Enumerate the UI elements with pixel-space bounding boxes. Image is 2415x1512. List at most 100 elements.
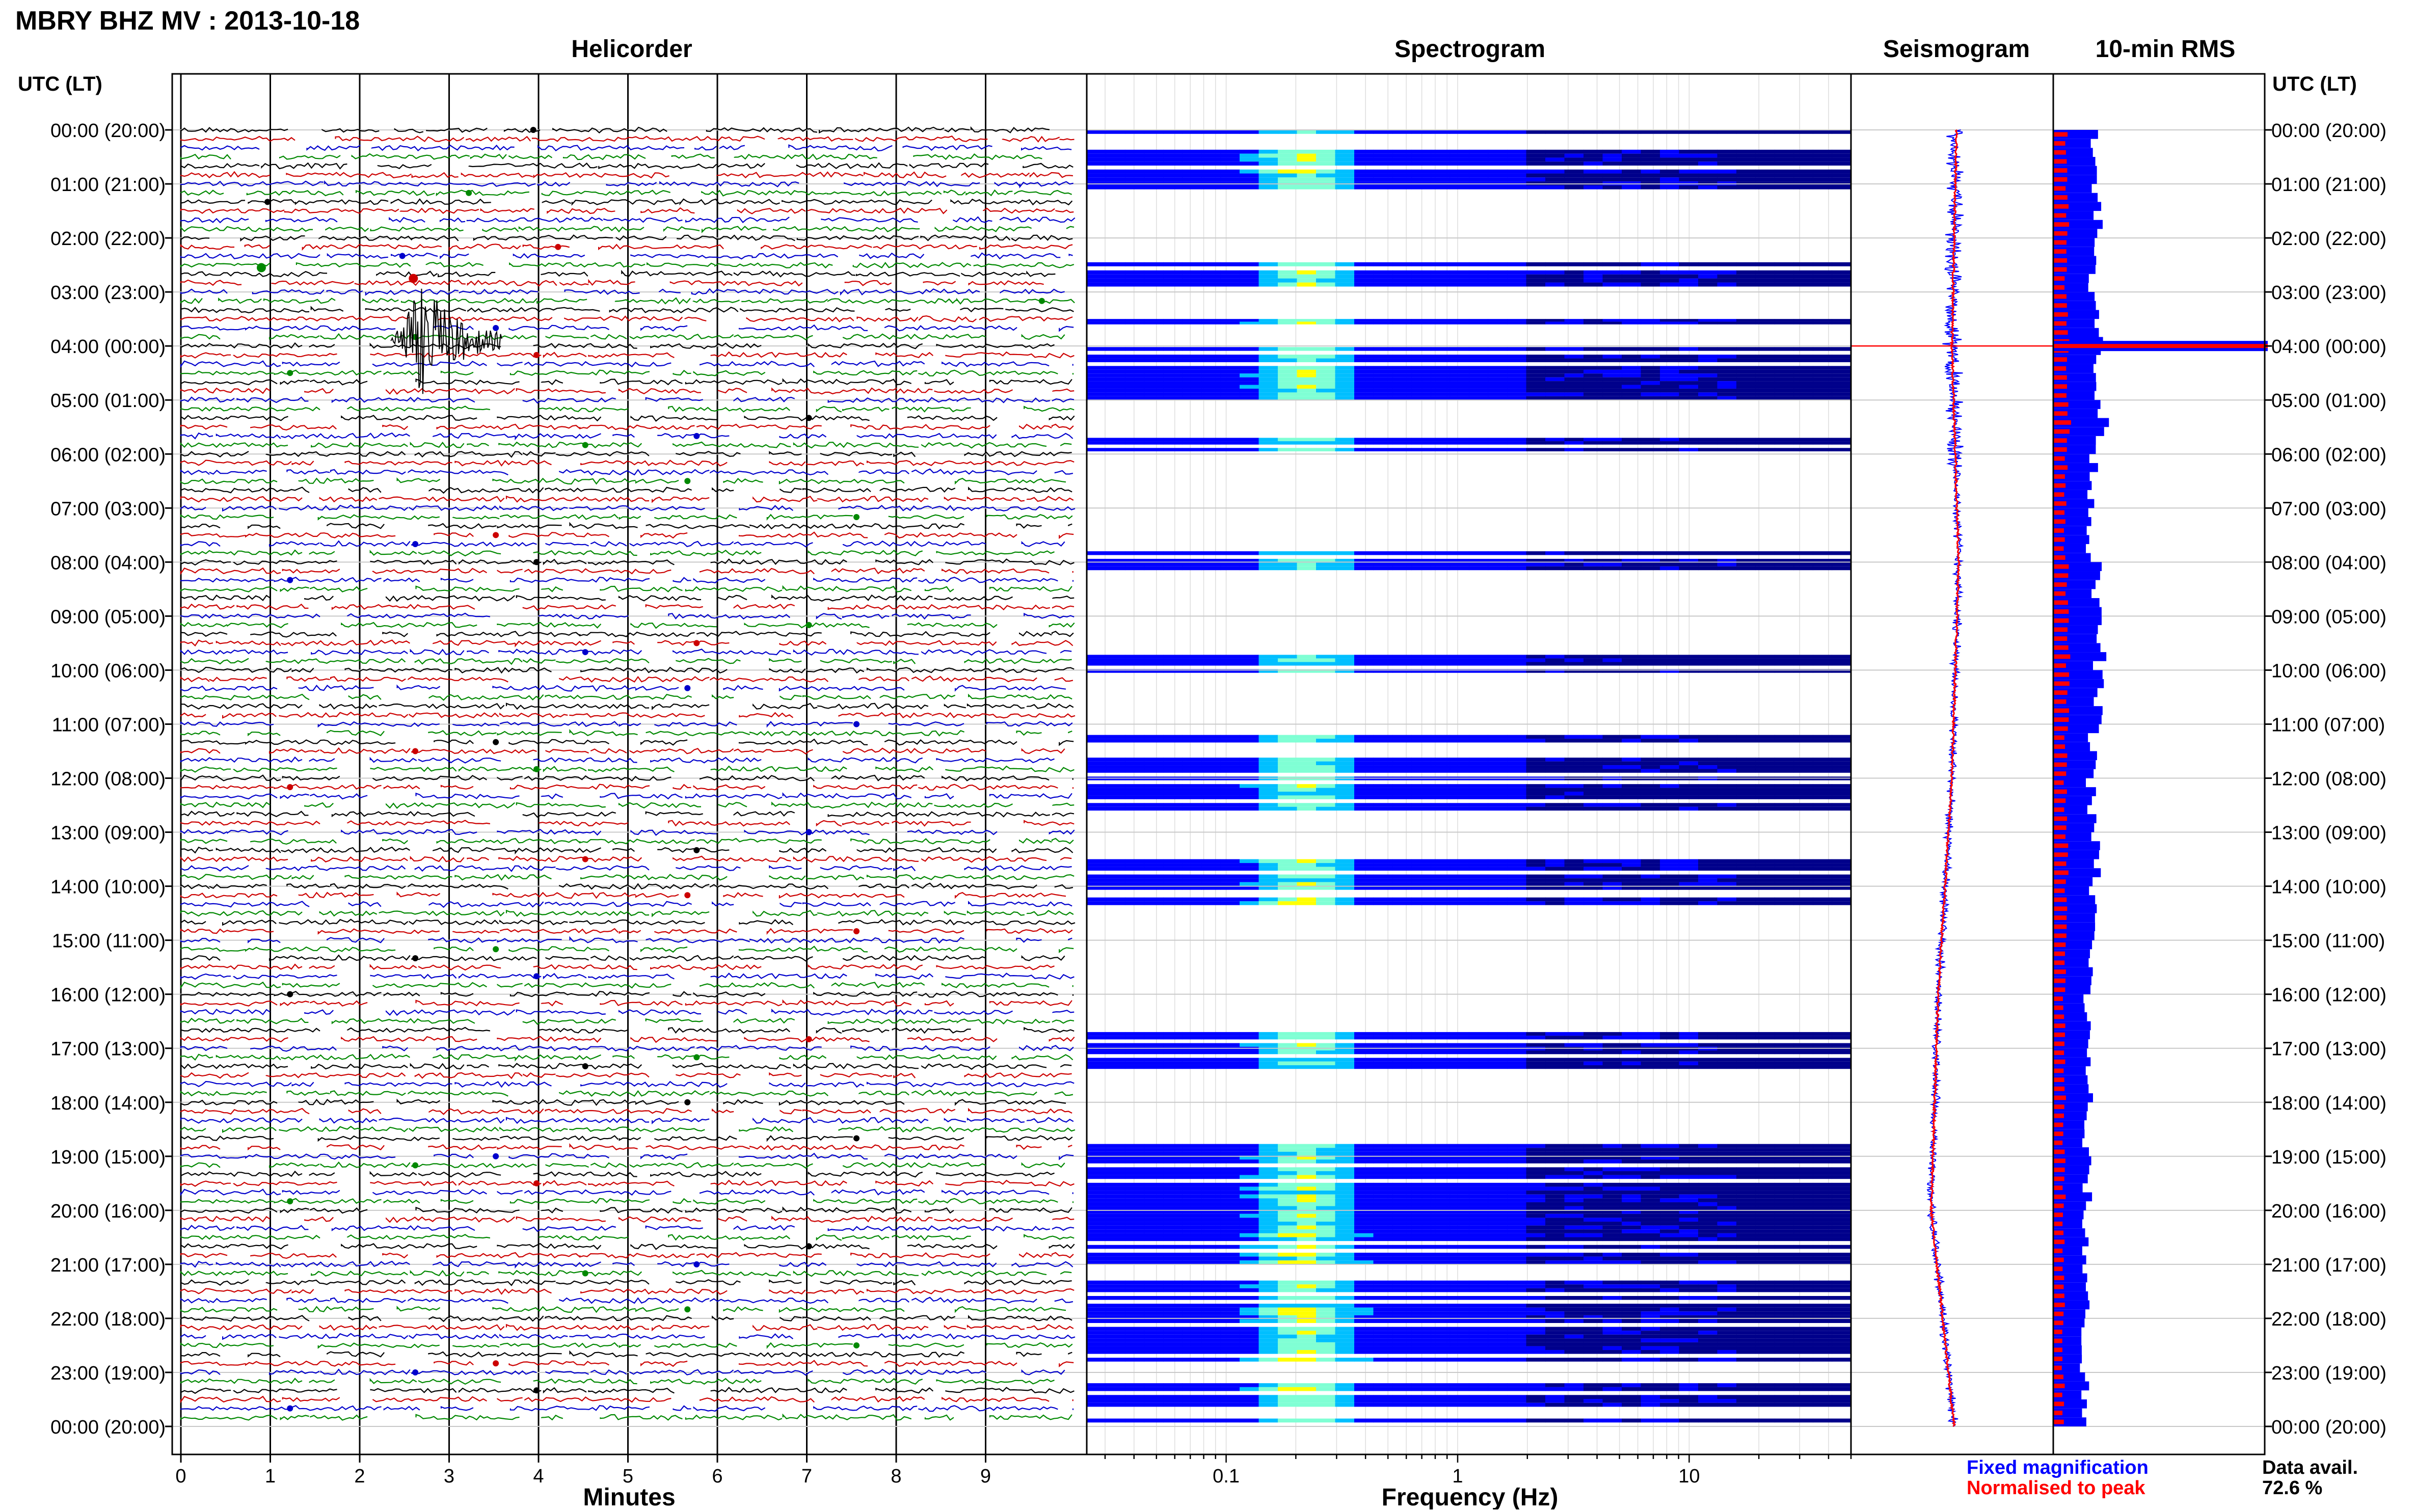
spectrogram-cell [1412, 154, 1431, 158]
spectrogram-cell [1125, 1222, 1144, 1226]
spectrogram-cell [1354, 1383, 1374, 1387]
spectrogram-cell [1431, 1206, 1450, 1210]
spectrogram-cell [1660, 1218, 1679, 1222]
spectrogram-cell [1641, 735, 1660, 739]
spectrogram-cell [1297, 901, 1317, 905]
spectrogram-cell [1450, 392, 1469, 396]
spectrogram-cell [1354, 319, 1374, 321]
spectrogram-cell [1756, 174, 1775, 178]
spectrogram-cell [1125, 1327, 1144, 1331]
spectrogram-cell [1201, 1308, 1221, 1312]
spectrogram-cell [1718, 355, 1737, 358]
spectrogram-cell [1259, 562, 1278, 566]
spectrogram-cell [1736, 1253, 1756, 1257]
spectrogram-cell [1736, 1191, 1756, 1195]
spectrogram-cell [1775, 283, 1794, 287]
spectrogram-cell [1488, 859, 1508, 863]
spectrogram-cell [1660, 1387, 1679, 1391]
spectrogram-cell [1679, 370, 1699, 373]
spectrogram-cell [1775, 662, 1794, 666]
spectrogram-cell [1584, 1144, 1603, 1148]
spectrogram-cell [1240, 758, 1259, 761]
spectrogram-cell [1412, 1065, 1431, 1069]
spectrogram-cell [1660, 562, 1679, 566]
spectrogram-cell [1163, 1159, 1183, 1164]
spectrogram-cell [1736, 562, 1756, 566]
spectrogram-cell [1736, 1350, 1756, 1354]
spectrogram-cell [1718, 1058, 1737, 1062]
spectrogram-cell [1660, 441, 1679, 445]
spectrogram-cell [1718, 157, 1737, 161]
spectrogram-cell [1603, 867, 1622, 871]
spectrogram-cell [1392, 1338, 1412, 1342]
spectrogram-cell [1775, 1175, 1794, 1179]
spectrogram-cell [1698, 788, 1718, 792]
spectrogram-cell [1603, 1058, 1622, 1062]
spectrogram-cell [1584, 1195, 1603, 1199]
spectrogram-cell [1259, 882, 1278, 886]
spectrogram-cell [1756, 1319, 1775, 1323]
spectrogram-cell [1736, 321, 1756, 324]
spectrogram-cell [1412, 396, 1431, 400]
spectrogram-cell [1545, 1308, 1565, 1312]
spectrogram-cell [1374, 381, 1393, 385]
spectrogram-cell [1565, 161, 1584, 166]
spectrogram-cell [1603, 157, 1622, 161]
helicorder-blip [412, 541, 418, 547]
spectrogram-cell [1622, 662, 1641, 666]
spectrogram-cell [1125, 765, 1144, 769]
spectrogram-cell [1201, 1257, 1221, 1261]
spectrogram-cell [1736, 655, 1756, 658]
spectrogram-cell [1163, 1331, 1183, 1335]
spectrogram-cell [1660, 1245, 1679, 1249]
spectrogram-cell [1813, 385, 1832, 389]
spectrogram-cell [1431, 878, 1450, 882]
spectrogram-cell [1736, 1304, 1756, 1308]
spectrogram-cell [1679, 355, 1699, 358]
spectrogram-cell [1221, 1183, 1240, 1187]
spectrogram-cell [1374, 1036, 1393, 1039]
spectrogram-cell [1221, 803, 1240, 806]
spectrogram-cell [1374, 562, 1393, 566]
helicorder-trace [181, 866, 1072, 871]
spectrogram-cell [1603, 1186, 1622, 1191]
spectrogram-cell [1183, 1335, 1202, 1339]
spectrogram-cell [1316, 1383, 1335, 1387]
spectrogram-cell [1354, 1288, 1374, 1292]
spectrogram-cell [1679, 373, 1699, 377]
spectrogram-cell [1794, 1304, 1813, 1308]
spectrogram-cell [1545, 377, 1565, 381]
spectrogram-cell [1125, 803, 1144, 806]
spectrogram-cell [1087, 1226, 1106, 1230]
spectrogram-cell [1125, 792, 1144, 795]
spectrogram-cell [1106, 438, 1125, 441]
spectrogram-cell [1507, 1260, 1526, 1264]
spectrogram-cell [1584, 1387, 1603, 1391]
spectrogram-cell [1278, 788, 1297, 792]
helicorder-trace [181, 361, 1073, 367]
spectrogram-cell [1526, 1202, 1546, 1206]
spectrogram-cell [1450, 758, 1469, 761]
spectrogram-cell [1718, 1395, 1737, 1399]
spectrogram-cell [1335, 1043, 1355, 1047]
spectrogram-cell [1221, 377, 1240, 381]
spectrogram-cell [1488, 1218, 1508, 1222]
spectrogram-cell [1374, 1335, 1393, 1339]
spectrogram-cell [1354, 1311, 1374, 1315]
spectrogram-cell [1183, 170, 1202, 174]
helicorder-blip [693, 1054, 700, 1060]
spectrogram-cell [1240, 355, 1259, 358]
spectrogram-cell [1392, 788, 1412, 792]
spectrogram-cell [1526, 739, 1546, 742]
spectrogram-cell [1392, 1342, 1412, 1346]
spectrogram-cell [1545, 1183, 1565, 1187]
spectrogram-cell [1469, 1245, 1488, 1249]
spectrogram-cell [1813, 1226, 1832, 1230]
spectrogram-cell [1469, 366, 1488, 369]
spectrogram-cell [1469, 1206, 1488, 1210]
spectrogram-cell [1392, 1152, 1412, 1156]
spectrogram-cell [1488, 795, 1508, 799]
spectrogram-cell [1469, 1043, 1488, 1047]
spectrogram-cell [1507, 1304, 1526, 1308]
spectrogram-cell [1240, 157, 1259, 161]
